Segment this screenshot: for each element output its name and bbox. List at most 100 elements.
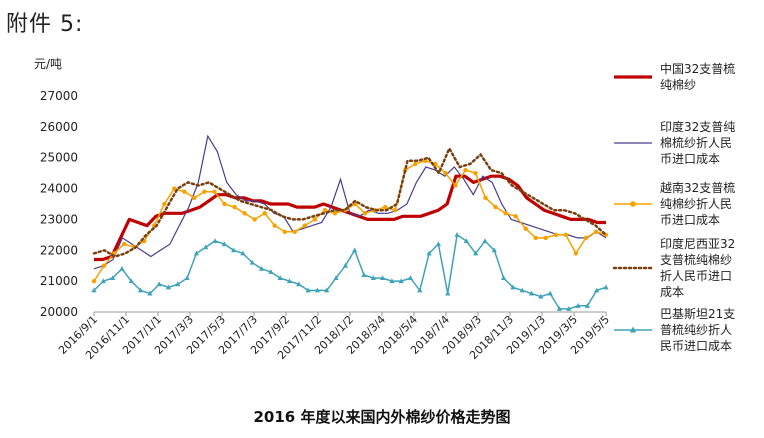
series-point-2 xyxy=(302,223,308,228)
y-tick-label: 22000 xyxy=(40,243,78,257)
series-point-2 xyxy=(312,217,318,222)
series-point-2 xyxy=(121,241,127,247)
series-point-2 xyxy=(192,195,197,201)
series-point-4 xyxy=(119,266,125,271)
series-point-4 xyxy=(454,232,460,237)
series-point-4 xyxy=(147,290,153,296)
legend-label: 印度32支普纯棉梳纱折人民币进口成本 xyxy=(660,119,735,166)
series-point-2 xyxy=(563,232,569,238)
chart-caption: 2016 年度以来国内外棉纱价格走势图 xyxy=(253,408,511,426)
series-point-4 xyxy=(482,238,488,244)
series-point-4 xyxy=(556,306,563,311)
series-point-4 xyxy=(156,281,162,287)
series-point-2 xyxy=(533,235,538,241)
y-tick-label: 25000 xyxy=(40,151,78,165)
y-tick-label: 26000 xyxy=(40,120,78,134)
series-point-4 xyxy=(352,247,358,253)
series-point-4 xyxy=(445,290,451,296)
series-point-2 xyxy=(242,211,247,216)
series-point-4 xyxy=(528,290,535,296)
series-point-4 xyxy=(361,272,367,277)
series-point-4 xyxy=(333,275,339,281)
series-point-2 xyxy=(583,235,589,241)
y-tick-label: 21000 xyxy=(40,274,78,288)
series-point-4 xyxy=(566,306,572,311)
series-point-4 xyxy=(175,281,181,287)
series-line-1 xyxy=(93,134,607,270)
series-point-4 xyxy=(296,281,302,287)
series-point-4 xyxy=(137,287,144,293)
series-point-4 xyxy=(342,262,348,268)
series-line-0 xyxy=(94,174,606,262)
series-point-2 xyxy=(493,204,498,210)
series-point-4 xyxy=(193,250,199,256)
series-point-4 xyxy=(426,250,432,256)
series-point-4 xyxy=(165,284,172,290)
series-point-2 xyxy=(503,211,508,216)
series-point-4 xyxy=(603,284,609,290)
series-point-4 xyxy=(594,287,600,293)
series-point-2 xyxy=(413,161,418,167)
series-point-2 xyxy=(162,201,167,207)
series-point-4 xyxy=(305,287,311,293)
legend-label: 巴基斯坦21支普梳纯纱折人民币进口成本 xyxy=(660,307,735,353)
series-point-2 xyxy=(553,232,559,238)
series-point-4 xyxy=(389,278,395,284)
legend-label: 印度尼西亚32 支普梳纯棉纱折人民币进口成本 xyxy=(660,236,735,299)
legend-label: 中国32支普梳纯棉纱 xyxy=(660,61,735,92)
series-point-2 xyxy=(232,204,237,210)
series-point-2 xyxy=(573,251,579,256)
legend-label: 越南32支普梳纯棉纱折人民币进口成本 xyxy=(660,180,735,227)
series-point-4 xyxy=(547,290,553,296)
series-point-4 xyxy=(510,284,516,290)
series-point-2 xyxy=(473,170,478,176)
y-axis-label: 元/吨 xyxy=(34,57,62,71)
series-point-4 xyxy=(379,275,386,281)
legend-marker xyxy=(630,201,636,207)
series-point-4 xyxy=(435,241,442,247)
series-point-4 xyxy=(258,266,265,271)
series-point-4 xyxy=(463,238,469,244)
price-trend-chart: 元/吨 27000 26000 25000 24000 23000 22000 21000 20… xyxy=(34,57,735,362)
series-point-4 xyxy=(398,278,404,284)
page-heading: 附件 5: xyxy=(6,12,84,37)
series-point-4 xyxy=(110,275,116,281)
y-tick-label: 24000 xyxy=(40,182,78,196)
series-point-2 xyxy=(332,211,338,216)
legend-marker xyxy=(629,326,637,333)
series-point-2 xyxy=(513,214,518,219)
series-point-2 xyxy=(593,229,599,234)
series-point-4 xyxy=(184,275,190,281)
series-point-2 xyxy=(453,183,458,188)
series-point-2 xyxy=(362,211,368,216)
series-line-3 xyxy=(92,145,608,258)
series-point-2 xyxy=(252,217,257,222)
series-point-4 xyxy=(231,247,237,253)
series-point-2 xyxy=(322,207,328,213)
series-point-4 xyxy=(324,287,330,293)
series-point-2 xyxy=(523,226,528,231)
y-tick-label: 27000 xyxy=(40,89,78,103)
series-point-2 xyxy=(443,170,448,176)
series-point-4 xyxy=(268,269,274,274)
series-point-2 xyxy=(292,229,297,234)
y-tick-label: 23000 xyxy=(40,212,78,226)
series-point-2 xyxy=(483,195,488,201)
series-point-4 xyxy=(212,238,218,244)
series-point-4 xyxy=(203,244,209,250)
series-point-2 xyxy=(392,207,398,213)
series-point-2 xyxy=(433,161,438,167)
series-point-2 xyxy=(382,204,388,210)
series-point-4 xyxy=(277,275,283,281)
series-point-4 xyxy=(501,275,507,281)
series-point-2 xyxy=(202,189,207,194)
series-point-4 xyxy=(407,275,414,281)
series-point-2 xyxy=(182,189,187,194)
series-point-4 xyxy=(249,259,255,265)
series-point-4 xyxy=(575,303,581,308)
series-point-4 xyxy=(91,287,97,293)
series-point-2 xyxy=(463,167,468,173)
series-point-4 xyxy=(491,247,497,253)
series-point-2 xyxy=(91,278,97,284)
series-point-4 xyxy=(286,278,293,284)
